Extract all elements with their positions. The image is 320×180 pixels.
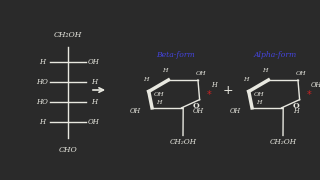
Text: OH: OH: [196, 71, 206, 76]
Text: H: H: [91, 98, 97, 106]
Text: H: H: [256, 100, 261, 105]
Text: OH: OH: [193, 107, 204, 115]
Text: OH: OH: [296, 71, 307, 76]
Text: H: H: [91, 78, 97, 86]
Text: Alpha-form: Alpha-form: [253, 51, 297, 59]
Text: OH: OH: [311, 81, 320, 89]
Text: *: *: [207, 90, 212, 100]
Text: H: H: [156, 100, 161, 105]
Text: H: H: [293, 107, 299, 115]
Text: Beta-form: Beta-form: [156, 51, 194, 59]
Text: O: O: [293, 102, 300, 110]
Text: *: *: [307, 90, 312, 100]
Text: H: H: [39, 118, 45, 126]
Text: H: H: [143, 77, 148, 82]
Text: OH: OH: [88, 58, 100, 66]
Text: CH₂OH: CH₂OH: [54, 31, 82, 39]
Text: OH: OH: [229, 107, 241, 115]
Text: HO: HO: [36, 98, 48, 106]
Text: OH: OH: [88, 118, 100, 126]
Text: H: H: [163, 68, 168, 73]
Text: HO: HO: [36, 78, 48, 86]
Text: OH: OH: [253, 92, 264, 97]
Text: OH: OH: [129, 107, 140, 115]
Text: CH₂OH: CH₂OH: [169, 138, 196, 146]
Text: H: H: [262, 68, 268, 73]
Text: CH₂OH: CH₂OH: [269, 138, 297, 146]
Text: +: +: [223, 84, 233, 96]
Text: OH: OH: [153, 92, 164, 97]
Text: H: H: [211, 81, 217, 89]
Text: H: H: [39, 58, 45, 66]
Text: O: O: [193, 102, 200, 110]
Text: CHO: CHO: [59, 146, 77, 154]
Text: H: H: [243, 77, 248, 82]
